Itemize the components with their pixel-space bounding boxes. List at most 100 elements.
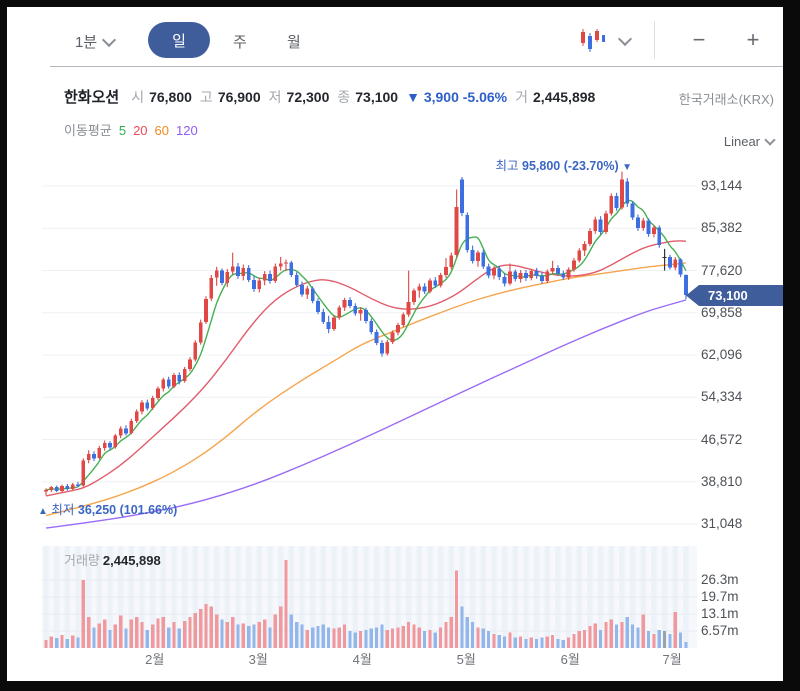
volume-bar xyxy=(652,633,656,648)
time-axis-tick: 2월 xyxy=(145,652,165,667)
candle-body xyxy=(438,274,443,286)
candle-body xyxy=(273,266,278,281)
volume-bar xyxy=(268,627,272,648)
candle-body xyxy=(417,286,422,291)
candle-body xyxy=(636,217,640,229)
candle-body xyxy=(444,266,448,275)
tab-weekly-label: 주 xyxy=(233,34,247,51)
volume-bar xyxy=(439,627,443,648)
volume-bar xyxy=(391,628,395,648)
volume-bar xyxy=(572,633,576,648)
volume-bar xyxy=(209,606,213,648)
candle-body xyxy=(140,402,144,412)
volume-bar xyxy=(380,624,384,648)
volume-bar xyxy=(545,636,549,648)
candle-body xyxy=(604,213,608,232)
candle-body xyxy=(268,273,272,281)
interval-dropdown[interactable]: 1분 xyxy=(75,31,117,52)
volume-bar xyxy=(119,615,123,648)
close-label: 종 xyxy=(337,89,351,105)
candle-body xyxy=(582,243,587,251)
candle-body xyxy=(97,448,102,458)
volume-bar xyxy=(76,637,80,648)
candle-body xyxy=(102,443,107,449)
candle-body xyxy=(49,487,54,490)
volume-bar xyxy=(311,627,315,648)
volume-bar xyxy=(151,624,155,648)
tab-daily[interactable]: 일 xyxy=(148,22,210,58)
candle-body xyxy=(209,278,214,299)
ma120-line xyxy=(45,299,687,529)
candle-body xyxy=(657,227,662,246)
volume-bar xyxy=(359,631,363,648)
volume-bar xyxy=(129,619,133,648)
tab-weekly[interactable]: 주 xyxy=(233,31,247,52)
candle-body xyxy=(662,257,667,259)
candle-body xyxy=(641,220,646,229)
volume-bar xyxy=(140,622,144,648)
candle-body xyxy=(550,267,555,272)
volume-label: 거 xyxy=(515,89,529,105)
tab-monthly[interactable]: 월 xyxy=(287,31,301,52)
candle-body xyxy=(577,250,582,261)
volume-bar xyxy=(364,629,368,648)
volume-bar xyxy=(476,627,480,648)
ma20-line xyxy=(45,240,686,497)
volume-bar xyxy=(519,636,523,648)
candle-body xyxy=(465,215,470,250)
candle-body xyxy=(113,435,118,447)
zoom-in-button[interactable]: + xyxy=(746,27,760,52)
volume-bar xyxy=(561,640,565,648)
ma-legend-title: 이동평균 xyxy=(64,123,112,138)
candle-body xyxy=(460,179,464,213)
volume-bar xyxy=(124,628,128,648)
tab-monthly-label: 월 xyxy=(287,34,301,51)
volume-bar xyxy=(423,631,427,648)
volume-bar xyxy=(257,622,261,648)
volume-bar xyxy=(231,616,235,648)
candle-body xyxy=(300,284,304,295)
volume-bar xyxy=(81,579,85,648)
volume-bar xyxy=(396,627,400,648)
time-axis-tick: 5월 xyxy=(456,652,476,667)
volume-bar xyxy=(343,624,347,648)
candle-body xyxy=(225,272,230,284)
price-axis-tick: 31,048 xyxy=(701,516,743,531)
candle-body xyxy=(364,309,368,322)
volume-bar xyxy=(71,635,75,648)
volume-bar xyxy=(263,619,267,648)
chart-type-button[interactable] xyxy=(578,26,633,54)
price-axis-tick: 85,382 xyxy=(701,220,743,236)
candle-body xyxy=(177,375,182,382)
candle-body xyxy=(92,454,96,459)
volume-bar xyxy=(103,619,107,648)
scale-dropdown-label: Linear xyxy=(723,134,760,149)
zoom-out-button[interactable]: − xyxy=(692,27,706,52)
volume-bar xyxy=(252,624,256,648)
candle-body xyxy=(486,266,491,276)
volume-bar xyxy=(332,628,336,648)
volume-bar xyxy=(593,623,597,648)
ma-period-20: 20 xyxy=(133,123,148,138)
candle-body xyxy=(161,379,166,389)
candle-body xyxy=(337,307,342,318)
candle-body xyxy=(508,271,512,284)
up-triangle-icon: ▲ xyxy=(38,506,48,517)
candle-body xyxy=(118,428,123,436)
candle-body xyxy=(625,181,630,204)
candle-body xyxy=(86,454,91,461)
candle-body xyxy=(545,271,550,281)
candle-body xyxy=(380,343,384,354)
volume-bar xyxy=(604,622,608,648)
volume-bar xyxy=(300,624,304,648)
volume-axis-tick: 19.7m xyxy=(701,589,739,605)
candle-body xyxy=(81,460,86,486)
scale-dropdown[interactable]: Linear xyxy=(723,134,776,149)
low-annotation-prefix: 최저 xyxy=(51,503,75,517)
candle-body xyxy=(534,271,539,277)
volume-bar xyxy=(135,616,139,648)
volume-bar xyxy=(529,637,533,648)
volume-bar xyxy=(631,624,635,648)
volume-bar xyxy=(337,627,341,648)
